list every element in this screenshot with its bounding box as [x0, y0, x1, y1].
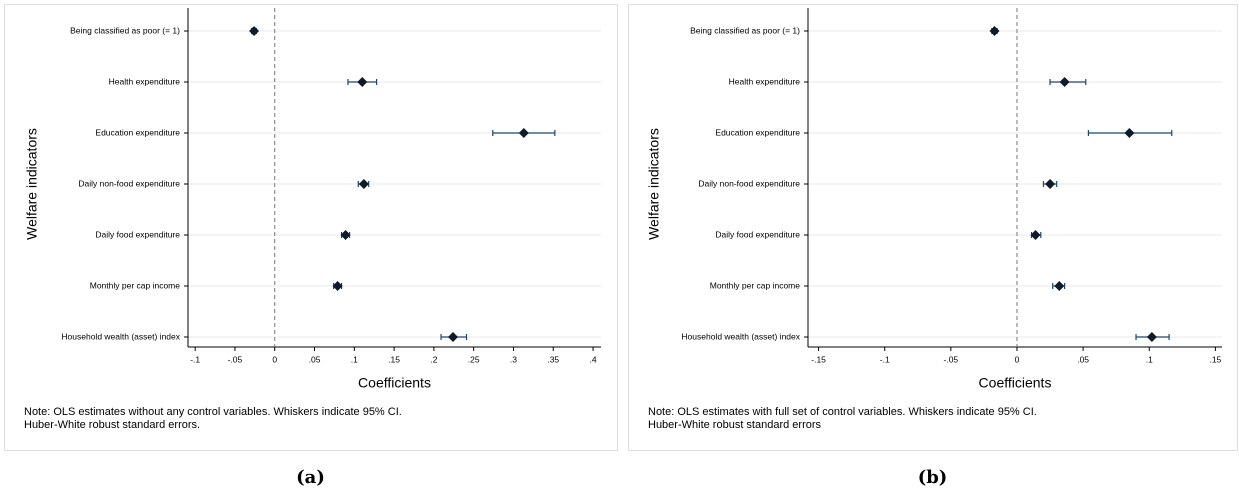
- point-estimate: [340, 230, 351, 240]
- panel: -.1 -.05 0 .05 .1 .15 .2 .25 .3 .35 .4 Being classi…: [4, 4, 618, 488]
- point-estimate: [357, 77, 368, 87]
- x-tick-label: .4: [589, 354, 596, 364]
- panel-frame: [628, 4, 1238, 451]
- note: Huber-White robust standard errors.: [24, 419, 200, 431]
- y-tick-label: Household wealth (asset) index: [61, 331, 180, 341]
- point-estimate: [1059, 77, 1070, 87]
- x-tick-label: 0: [1015, 354, 1020, 364]
- y-axis-title: Welfare indicators: [646, 128, 662, 240]
- panel: -.15 -.1 -.05 0 .05 .1 .15 Being classified as …: [628, 4, 1238, 488]
- x-tick-label: -.05: [228, 354, 243, 364]
- point-estimate: [1054, 281, 1065, 291]
- y-tick-label: Being classified as poor (= 1): [70, 25, 180, 35]
- y-tick-label: Daily non-food expenditure: [78, 178, 180, 188]
- x-tick-label: .05: [309, 354, 321, 364]
- point-estimate: [1030, 230, 1041, 240]
- note: Note: OLS estimates without any control …: [24, 406, 402, 418]
- y-axis-title: Welfare indicators: [24, 128, 40, 240]
- x-tick-label: -.15: [811, 354, 826, 364]
- x-tick-label: .2: [430, 354, 437, 364]
- point-estimate: [1124, 128, 1135, 138]
- x-tick-label: .25: [468, 354, 480, 364]
- x-tick-label: 0: [272, 354, 277, 364]
- x-tick-label: .3: [510, 354, 517, 364]
- point-estimate: [1146, 332, 1157, 342]
- x-tick-label: .1: [351, 354, 358, 364]
- caption: (a): [296, 467, 325, 488]
- y-tick-label: Education expenditure: [715, 127, 800, 137]
- y-tick-label: Monthly per cap income: [90, 280, 181, 290]
- note: Huber-White robust standard errors: [648, 419, 822, 431]
- point-estimate: [518, 128, 529, 138]
- point-estimate: [358, 179, 369, 189]
- y-tick-label: Daily non-food expenditure: [698, 178, 800, 188]
- x-tick-label: .15: [1209, 354, 1221, 364]
- x-tick-label: .15: [388, 354, 400, 364]
- x-axis-title: Coefficients: [979, 375, 1052, 391]
- x-axis-title: Coefficients: [358, 375, 431, 391]
- x-tick-label: -.1: [880, 354, 890, 364]
- point-estimate: [989, 26, 1000, 36]
- point-estimate: [1045, 179, 1056, 189]
- point-estimate: [249, 26, 260, 36]
- panel-frame: [4, 4, 618, 451]
- caption: (b): [918, 467, 948, 488]
- x-tick-label: .05: [1077, 354, 1089, 364]
- y-tick-label: Daily food expenditure: [715, 229, 800, 239]
- y-tick-label: Education expenditure: [95, 127, 180, 137]
- y-tick-label: Health expenditure: [109, 76, 181, 86]
- y-tick-label: Monthly per cap income: [710, 280, 801, 290]
- point-estimate: [447, 332, 458, 342]
- y-tick-label: Being classified as poor (= 1): [690, 25, 800, 35]
- point-estimate: [332, 281, 343, 291]
- y-tick-label: Household wealth (asset) index: [681, 331, 800, 341]
- x-tick-label: .1: [1146, 354, 1153, 364]
- y-tick-label: Health expenditure: [729, 76, 801, 86]
- x-tick-label: -.1: [190, 354, 200, 364]
- note: Note: OLS estimates with full set of con…: [648, 406, 1037, 418]
- y-tick-label: Daily food expenditure: [95, 229, 180, 239]
- x-tick-label: -.05: [944, 354, 959, 364]
- x-tick-label: .35: [547, 354, 559, 364]
